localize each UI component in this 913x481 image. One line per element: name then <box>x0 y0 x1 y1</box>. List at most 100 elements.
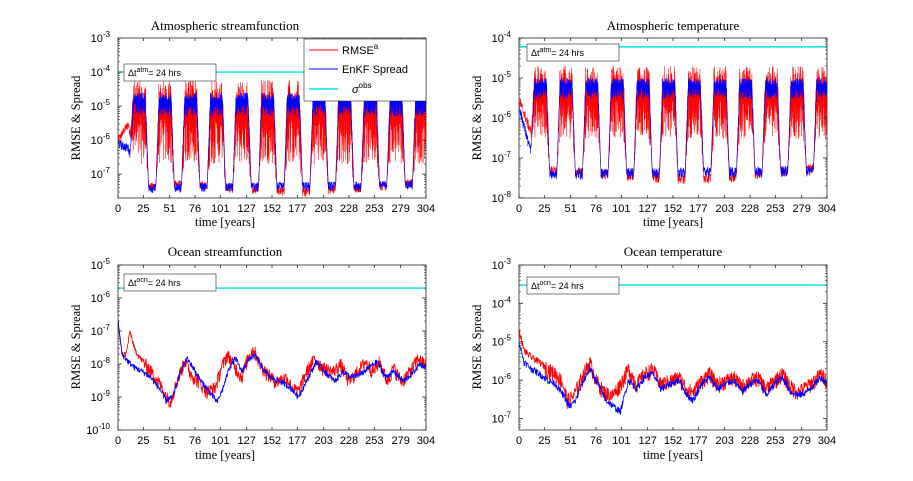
x-tick-label: 203 <box>715 203 733 215</box>
x-tick-label: 279 <box>792 435 810 447</box>
x-tick-label: 101 <box>211 203 229 215</box>
x-tick-label: 25 <box>538 203 550 215</box>
legend: RMSEa EnKF Spread σobs <box>303 38 427 102</box>
dt-annotation-text: Δtocn= 24 hrs <box>531 280 584 291</box>
series-enkf-spread-line <box>519 77 827 180</box>
panel-title: Ocean temperature <box>624 244 723 259</box>
dt-annotation: Δtatm= 24 hrs <box>526 43 620 62</box>
dt-annotation-box <box>526 276 620 295</box>
x-tick-label: 152 <box>263 435 281 447</box>
y-tick-label: 10-5 <box>492 334 512 349</box>
x-tick-label: 25 <box>137 435 149 447</box>
dt-annotation-text: Δtatm= 24 hrs <box>531 47 584 58</box>
y-tick-label: 10-7 <box>91 323 111 338</box>
x-tick-label: 0 <box>115 203 121 215</box>
x-tick-label: 253 <box>766 203 784 215</box>
axis-ticks: 0 25 51 76 101 127 152 177 203 228 253 279 304 10-7 10… <box>91 30 436 215</box>
x-tick-label: 127 <box>237 435 255 447</box>
y-tick-label: 10-7 <box>91 166 111 181</box>
y-tick-label: 10-8 <box>91 356 111 371</box>
x-tick-label: 76 <box>590 203 602 215</box>
panel-ocean-streamfunction: Ocean streamfunction 0 25 51 76 101 127 152 177… <box>69 244 435 462</box>
x-tick-label: 101 <box>211 435 229 447</box>
dt-annotation-box <box>123 63 217 82</box>
y-tick-label: 10-4 <box>91 64 111 79</box>
x-tick-label: 279 <box>391 203 409 215</box>
x-tick-label: 0 <box>516 203 522 215</box>
x-tick-label: 25 <box>538 435 550 447</box>
dt-annotation-box <box>526 43 620 62</box>
y-axis-label: RMSE & Spread <box>470 304 484 389</box>
x-tick-label: 127 <box>237 203 255 215</box>
x-tick-label: 0 <box>115 435 121 447</box>
x-tick-label: 253 <box>365 203 383 215</box>
dt-annotation-box <box>123 273 217 292</box>
y-tick-label: 10-6 <box>492 372 512 387</box>
x-tick-label: 177 <box>689 203 707 215</box>
dt-annotation: Δtocn= 24 hrs <box>123 273 217 292</box>
x-tick-label: 76 <box>189 435 201 447</box>
x-tick-label: 152 <box>664 203 682 215</box>
series-enkf-spread-line <box>118 321 426 404</box>
series-enkf-spread-line <box>519 339 827 415</box>
x-axis-label: time [years] <box>643 215 703 229</box>
x-tick-label: 203 <box>314 203 332 215</box>
x-tick-label: 228 <box>741 435 759 447</box>
x-axis-label: time [years] <box>195 448 255 462</box>
x-tick-label: 228 <box>340 435 358 447</box>
x-tick-label: 152 <box>263 203 281 215</box>
x-tick-label: 279 <box>792 203 810 215</box>
plot-area <box>117 264 427 431</box>
y-tick-label: 10-3 <box>492 257 512 272</box>
x-tick-label: 101 <box>612 203 630 215</box>
panel-title: Atmospheric streamfunction <box>151 18 300 33</box>
x-tick-label: 51 <box>565 435 577 447</box>
axis-ticks: 0 25 51 76 101 127 152 177 203 228 253 279 304 10-7 10… <box>492 257 837 447</box>
x-tick-label: 177 <box>288 435 306 447</box>
x-tick-label: 304 <box>818 435 836 447</box>
panel-title: Ocean streamfunction <box>168 244 283 259</box>
axis-ticks: 0 25 51 76 101 127 152 177 203 228 253 279 304 10-10 1… <box>86 257 435 447</box>
panel-atmospheric-temperature: Atmospheric temperature 0 25 51 76 101 127 152… <box>470 18 836 229</box>
panel-title: Atmospheric temperature <box>607 18 740 33</box>
dt-annotation: Δtatm= 24 hrs <box>123 63 217 82</box>
dt-annotation-text: Δtatm= 24 hrs <box>128 67 181 78</box>
y-axis-label: RMSE & Spread <box>69 304 83 389</box>
y-tick-label: 10-6 <box>91 132 111 147</box>
x-tick-label: 152 <box>664 435 682 447</box>
y-tick-label: 10-7 <box>492 150 512 165</box>
y-tick-label: 10-3 <box>91 30 111 45</box>
x-tick-label: 304 <box>417 203 435 215</box>
legend-rmse-label: RMSEa <box>342 42 379 57</box>
y-tick-label: 10-5 <box>492 70 512 85</box>
x-tick-label: 304 <box>818 203 836 215</box>
x-tick-label: 279 <box>391 435 409 447</box>
x-tick-label: 76 <box>590 435 602 447</box>
x-tick-label: 76 <box>189 203 201 215</box>
x-tick-label: 51 <box>164 203 176 215</box>
y-tick-label: 10-5 <box>91 257 111 272</box>
y-tick-label: 10-10 <box>86 422 110 437</box>
dt-annotation-text: Δtocn= 24 hrs <box>128 277 181 288</box>
x-tick-label: 177 <box>689 435 707 447</box>
legend-obs-label: σobs <box>352 81 372 96</box>
x-tick-label: 101 <box>612 435 630 447</box>
x-tick-label: 304 <box>417 435 435 447</box>
y-tick-label: 10-8 <box>492 190 512 205</box>
x-tick-label: 177 <box>288 203 306 215</box>
x-tick-label: 51 <box>565 203 577 215</box>
x-tick-label: 127 <box>638 203 656 215</box>
legend-spread-label: EnKF Spread <box>342 64 408 76</box>
y-tick-label: 10-6 <box>492 110 512 125</box>
y-tick-label: 10-4 <box>492 30 512 45</box>
x-tick-label: 51 <box>164 435 176 447</box>
y-tick-label: 10-6 <box>91 290 111 305</box>
x-tick-label: 228 <box>741 203 759 215</box>
legend-box <box>303 38 427 102</box>
y-tick-label: 10-7 <box>492 410 512 425</box>
x-tick-label: 253 <box>766 435 784 447</box>
x-tick-label: 253 <box>365 435 383 447</box>
x-tick-label: 0 <box>516 435 522 447</box>
series-enkf-spread-line <box>118 92 426 194</box>
